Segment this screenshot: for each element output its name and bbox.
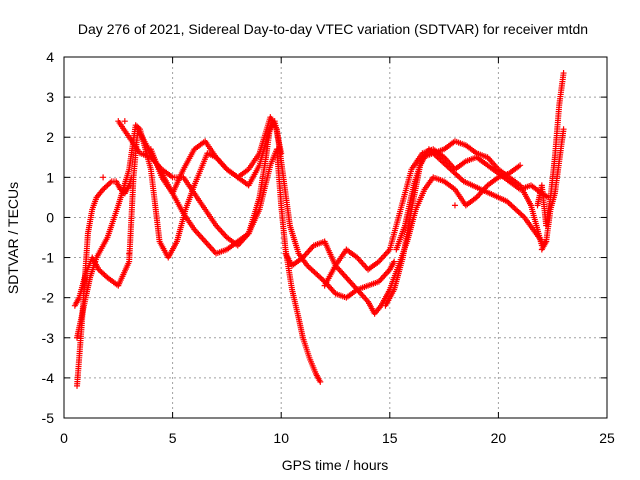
- series-track-2: [71, 122, 274, 309]
- y-tick-label: -2: [42, 290, 55, 306]
- chart-title: Day 276 of 2021, Sidereal Day-to-day VTE…: [78, 21, 588, 37]
- y-tick-label: -3: [42, 330, 55, 346]
- data-point: [126, 250, 133, 257]
- series-track-11: [538, 126, 567, 253]
- data-points: [71, 70, 567, 389]
- data-point: [121, 118, 128, 125]
- x-tick-label: 0: [60, 430, 68, 446]
- data-point: [100, 174, 107, 181]
- x-tick-label: 10: [273, 430, 289, 446]
- x-tick-label: 15: [382, 430, 398, 446]
- data-point: [560, 70, 567, 77]
- y-tick-label: 0: [46, 209, 54, 225]
- y-axis-label: SDTVAR / TECUs: [5, 182, 21, 294]
- x-tick-label: 20: [491, 430, 507, 446]
- series-track-7: [321, 146, 552, 289]
- series-track-8: [393, 138, 550, 253]
- plot-frame: [63, 56, 608, 419]
- y-tick-label: 2: [46, 129, 54, 145]
- x-tick-label: 5: [169, 430, 177, 446]
- data-point: [560, 126, 567, 133]
- y-tick-label: -5: [42, 410, 55, 426]
- grid-lines: [64, 57, 607, 418]
- data-point: [317, 378, 324, 385]
- series-track-9: [382, 146, 545, 309]
- axis-ticks: 0 5 10 15 20 25 -5 -4 -3 -2 -1 0 1 2 3 4: [42, 49, 615, 446]
- x-axis-label: GPS time / hours: [282, 457, 389, 473]
- y-tick-label: 1: [46, 169, 54, 185]
- y-tick-label: 3: [46, 89, 54, 105]
- data-point: [517, 162, 524, 169]
- data-point: [451, 202, 458, 209]
- x-tick-label: 25: [599, 430, 615, 446]
- y-tick-label: -4: [42, 370, 55, 386]
- y-tick-label: -1: [42, 250, 55, 266]
- data-point: [391, 258, 398, 265]
- series-isolated-points: [100, 118, 458, 257]
- y-tick-label: 4: [46, 49, 54, 65]
